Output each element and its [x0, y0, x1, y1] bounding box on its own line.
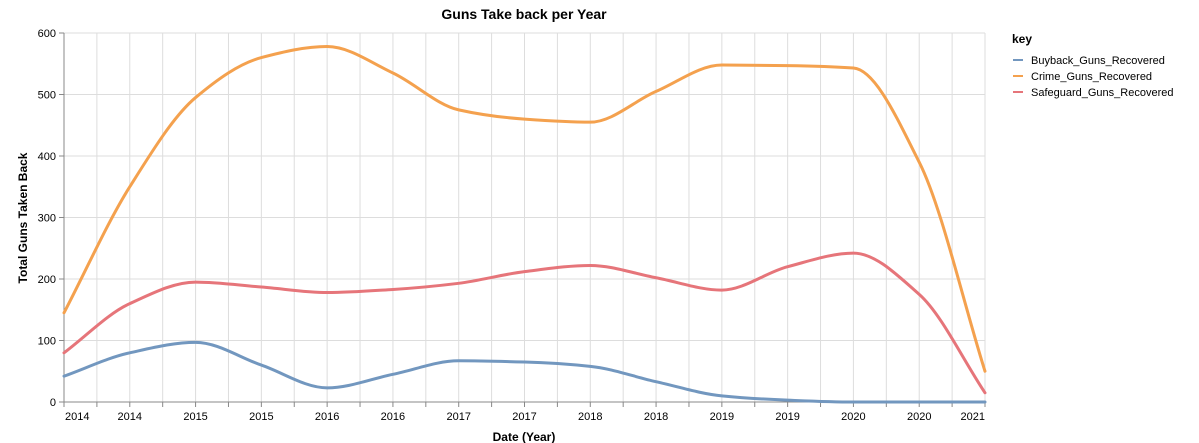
- x-axis-title: Date (Year): [493, 430, 556, 443]
- x-tick-label: 2017: [512, 411, 536, 423]
- chart-title: Guns Take back per Year: [441, 6, 607, 22]
- x-tick-label: 2021: [961, 411, 985, 423]
- y-axis-title: Total Guns Taken Back: [16, 152, 30, 283]
- x-tick-label: 2017: [446, 411, 470, 423]
- x-tick-label: 2019: [775, 411, 799, 423]
- x-tick-label: 2020: [841, 411, 865, 423]
- series-line-crime-guns-recovered: [62, 45, 987, 373]
- x-tick-label: 2016: [381, 411, 405, 423]
- legend-label-buyback-guns-recovered: Buyback_Guns_Recovered: [1031, 55, 1165, 67]
- series-line-buyback-guns-recovered: [62, 340, 987, 404]
- y-tick-label: 500: [38, 90, 56, 102]
- x-tick-label: 2016: [315, 411, 339, 423]
- series-line-safeguard-guns-recovered: [62, 251, 987, 395]
- legend-label-safeguard-guns-recovered: Safeguard_Guns_Recovered: [1031, 87, 1173, 99]
- legend-title: key: [1012, 32, 1032, 46]
- x-tick-label: 2018: [644, 411, 668, 423]
- y-tick-label: 100: [38, 336, 56, 348]
- legend: key Buyback_Guns_Recovered Crime_Guns_Rec…: [1012, 32, 1173, 99]
- x-tick-label: 2015: [183, 411, 207, 423]
- x-tick-label: 2020: [907, 411, 931, 423]
- x-tick-label: 2014: [118, 411, 142, 423]
- x-tick-label: 2015: [249, 411, 273, 423]
- x-tick-label: 2014: [65, 411, 89, 423]
- legend-label-crime-guns-recovered: Crime_Guns_Recovered: [1031, 71, 1152, 83]
- y-tick-label: 0: [50, 397, 56, 409]
- y-tick-label: 400: [38, 151, 56, 163]
- x-tick-label: 2018: [578, 411, 602, 423]
- y-tick-label: 600: [38, 28, 56, 40]
- y-tick-label: 200: [38, 274, 56, 286]
- x-tick-label: 2019: [710, 411, 734, 423]
- y-tick-label: 300: [38, 213, 56, 225]
